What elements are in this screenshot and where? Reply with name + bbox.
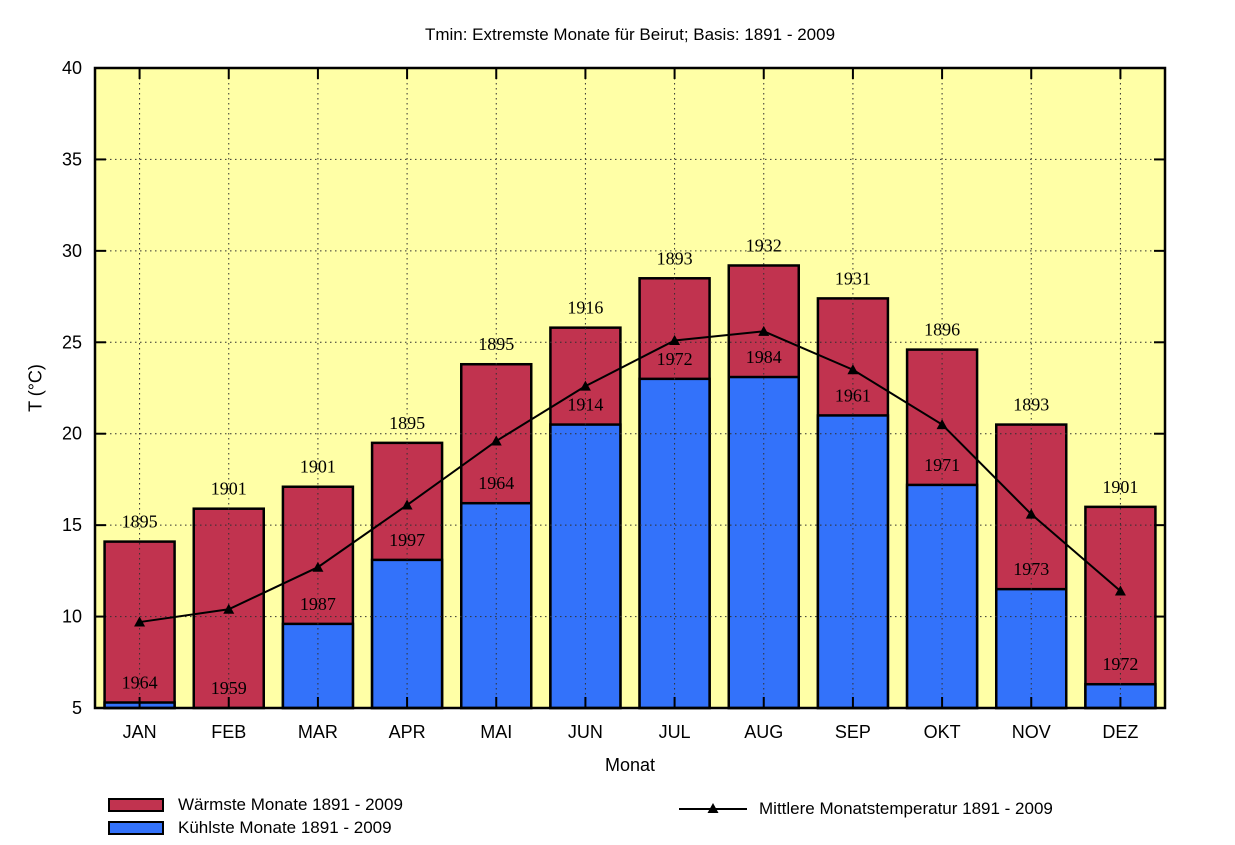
warm-year-label-OKT: 1896 <box>924 320 960 340</box>
legend-label-warm: Wärmste Monate 1891 - 2009 <box>178 795 403 814</box>
mean-marker-FEB <box>223 603 235 614</box>
legend-item-cool: Kühlste Monate 1891 - 2009 <box>108 818 403 837</box>
legend-label-mean: Mittlere Monatstemperatur 1891 - 2009 <box>759 799 1053 818</box>
x-tick-label-DEZ: DEZ <box>1102 722 1138 742</box>
x-tick-label-OKT: OKT <box>924 722 961 742</box>
y-tick-label-5: 5 <box>72 698 82 718</box>
x-tick-label-NOV: NOV <box>1012 722 1051 742</box>
warm-year-label-MAR: 1901 <box>300 457 336 477</box>
y-tick-label-25: 25 <box>62 332 82 352</box>
legend-item-mean: Mittlere Monatstemperatur 1891 - 2009 <box>677 799 1053 819</box>
y-tick-label-30: 30 <box>62 241 82 261</box>
cool-year-label-AUG: 1984 <box>746 347 782 367</box>
cool-year-label-NOV: 1973 <box>1013 559 1049 579</box>
legend-label-cool: Kühlste Monate 1891 - 2009 <box>178 818 392 837</box>
warm-year-label-DEZ: 1901 <box>1102 477 1138 497</box>
warm-year-label-MAI: 1895 <box>478 334 514 354</box>
mean-marker-SEP <box>847 364 859 375</box>
cool-year-label-APR: 1997 <box>389 530 425 550</box>
warm-year-label-AUG: 1932 <box>746 235 782 255</box>
plot-background <box>95 68 1165 708</box>
x-tick-label-MAI: MAI <box>480 722 512 742</box>
x-tick-label-JUL: JUL <box>659 722 691 742</box>
mean-marker-APR <box>401 499 413 510</box>
y-tick-label-35: 35 <box>62 149 82 169</box>
x-tick-label-JAN: JAN <box>123 722 157 742</box>
cool-bar-AUG <box>727 375 800 710</box>
warm-year-label-JUL: 1893 <box>657 248 693 268</box>
cool-year-label-JUL: 1972 <box>657 349 693 369</box>
x-tick-label-FEB: FEB <box>211 722 246 742</box>
cool-year-label-OKT: 1971 <box>924 455 960 475</box>
cool-year-label-SEP: 1961 <box>835 385 871 405</box>
warm-year-label-FEB: 1901 <box>211 479 247 499</box>
legend-item-warm: Wärmste Monate 1891 - 2009 <box>108 795 403 814</box>
x-tick-label-MAR: MAR <box>298 722 338 742</box>
warm-year-label-SEP: 1931 <box>835 268 871 288</box>
y-tick-label-20: 20 <box>62 424 82 444</box>
plot-border <box>93 66 1167 710</box>
warm-year-label-JAN: 1895 <box>122 512 158 532</box>
legend-bars: Wärmste Monate 1891 - 2009 Kühlste Monat… <box>108 795 403 843</box>
x-axis-label: Monat <box>604 755 656 775</box>
mean-marker-NOV <box>1025 508 1037 519</box>
x-tick-label-AUG: AUG <box>744 722 783 742</box>
x-tick-label-JUN: JUN <box>568 722 603 742</box>
chart-title: Tmin: Extremste Monate für Beirut; Basis… <box>424 25 836 44</box>
cool-bar-JUN <box>549 423 622 710</box>
mean-line <box>139 330 1122 624</box>
x-tick-label-APR: APR <box>389 722 426 742</box>
cool-year-label-MAR: 1987 <box>300 594 336 614</box>
mean-line-marker-icon <box>679 803 747 813</box>
warm-year-label-APR: 1895 <box>389 413 425 433</box>
mean-marker-MAR <box>312 561 324 572</box>
y-tick-label-40: 40 <box>62 58 82 78</box>
mean-marker-AUG <box>758 325 770 336</box>
mean-marker-JUN <box>579 380 591 391</box>
cool-year-label-MAI: 1964 <box>478 473 514 493</box>
year-labels-group: 1895 1964 1901 1959 1901 1987 1895 1997 1895 1964… <box>122 235 1139 698</box>
mean-marker-JUL <box>669 334 681 345</box>
x-tick-label-SEP: SEP <box>835 722 871 742</box>
cool-year-label-DEZ: 1972 <box>1102 654 1138 674</box>
y-tick-label-15: 15 <box>62 515 82 535</box>
warm-months-swatch <box>108 797 164 812</box>
mean-marker-DEZ <box>1114 585 1126 596</box>
warm-bar-DEZ <box>1084 505 1157 710</box>
mean-marker-JAN <box>134 616 146 627</box>
mean-marker-MAI <box>490 435 502 446</box>
cool-year-label-JAN: 1964 <box>122 673 158 693</box>
cool-year-label-FEB: 1959 <box>211 678 247 698</box>
mean-line-group <box>134 325 1126 627</box>
mean-marker-OKT <box>936 419 948 430</box>
ticks-group: 5 10 15 20 25 30 35 40 JAN FEB MAR APR MAI JUN JUL AUG S… <box>62 58 1165 742</box>
cool-bar-MAR <box>281 622 355 710</box>
y-tick-label-10: 10 <box>62 607 82 627</box>
cool-year-label-JUN: 1914 <box>567 395 603 415</box>
cool-months-swatch <box>108 820 164 835</box>
warm-year-label-NOV: 1893 <box>1013 395 1049 415</box>
warm-year-label-JUN: 1916 <box>567 298 603 318</box>
